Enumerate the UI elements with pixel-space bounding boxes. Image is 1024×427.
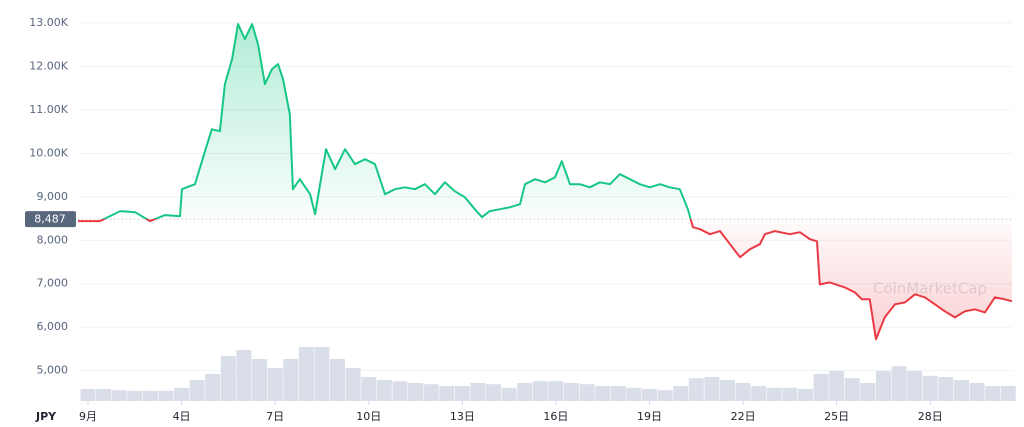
volume-bar (392, 381, 408, 401)
volume-bar (626, 387, 642, 401)
volume-bar (283, 359, 299, 401)
volume-bar (548, 381, 564, 401)
volume-bar (470, 383, 486, 401)
volume-bar (719, 380, 735, 401)
volume-bar (688, 378, 704, 401)
volume-bar (704, 377, 720, 401)
volume-bar (797, 389, 813, 401)
volume-bar (111, 390, 127, 401)
volume-bar (642, 389, 658, 401)
reference-label: 8,487 (34, 213, 66, 226)
y-tick-label: 7,000 (37, 277, 69, 290)
volume-bar (891, 366, 907, 401)
y-tick-label: 9,000 (37, 190, 69, 203)
volume-bar (158, 390, 174, 401)
volume-bar (80, 389, 96, 401)
volume-bar (922, 375, 938, 401)
volume-bar (189, 380, 205, 401)
y-tick-label: 13.00K (29, 16, 68, 29)
y-tick-label: 11.00K (29, 103, 68, 116)
volume-bar (298, 347, 314, 401)
volume-bar (860, 383, 876, 401)
volume-bar (532, 381, 548, 401)
volume-bar (766, 387, 782, 401)
volume-bar (673, 386, 689, 401)
reference-badge (25, 211, 76, 228)
volume-bar (595, 386, 611, 401)
volume-bar (439, 386, 455, 401)
volume-bar (423, 384, 439, 401)
volume-bar (517, 383, 533, 401)
volume-bar (127, 390, 143, 401)
y-tick-label: 12.00K (29, 59, 68, 72)
x-tick-label: 4日 (173, 410, 191, 423)
x-tick-label: 7日 (266, 410, 284, 423)
x-tick-label: 13日 (450, 410, 475, 423)
volume-bar (236, 350, 252, 401)
x-tick-label: 9月 (79, 410, 97, 423)
x-tick-label: 10日 (356, 410, 381, 423)
volume-bar (142, 390, 158, 401)
volume-bar (985, 386, 1001, 401)
price-line (78, 23, 1013, 341)
volume-bar (96, 389, 112, 401)
x-tick-label: 28日 (918, 410, 943, 423)
volume-bar (220, 356, 236, 401)
x-tick-label: 25日 (824, 410, 849, 423)
volume-bar (579, 384, 595, 401)
volume-bar (486, 384, 502, 401)
volume-bar (314, 347, 330, 401)
volume-bar (376, 380, 392, 401)
volume-bar (813, 374, 829, 401)
currency-label: JPY (35, 410, 57, 423)
volume-bar (345, 368, 361, 401)
volume-bar (969, 383, 985, 401)
y-tick-label: 5,000 (37, 364, 69, 377)
volume-bar (907, 371, 923, 401)
volume-bar (875, 371, 891, 401)
volume-bar (829, 371, 845, 401)
y-tick-label: 6,000 (37, 320, 69, 333)
x-tick-label: 16日 (543, 410, 568, 423)
volume-bar (330, 359, 346, 401)
x-tick-label: 19日 (637, 410, 662, 423)
volume-bar (844, 378, 860, 401)
area-fill (78, 24, 1012, 340)
volume-bar (501, 387, 517, 401)
volume-bar (782, 387, 798, 401)
volume-bar (735, 383, 751, 401)
volume-bar (361, 377, 377, 401)
volume-bar (205, 374, 221, 401)
y-tick-label: 8,000 (37, 233, 69, 246)
volume-bar (657, 390, 673, 401)
volume-bar (408, 383, 424, 401)
x-tick-label: 22日 (731, 410, 756, 423)
volume-bar (1000, 386, 1016, 401)
y-tick-label: 10.00K (29, 146, 68, 159)
volume-bar (610, 386, 626, 401)
volume-bar (938, 377, 954, 401)
volume-bar (751, 386, 767, 401)
volume-bar (174, 387, 190, 401)
volume-bar (454, 386, 470, 401)
volume-bar (953, 380, 969, 401)
volume-bar (564, 383, 580, 401)
volume-bar (267, 368, 283, 401)
volume-bar (252, 359, 268, 401)
